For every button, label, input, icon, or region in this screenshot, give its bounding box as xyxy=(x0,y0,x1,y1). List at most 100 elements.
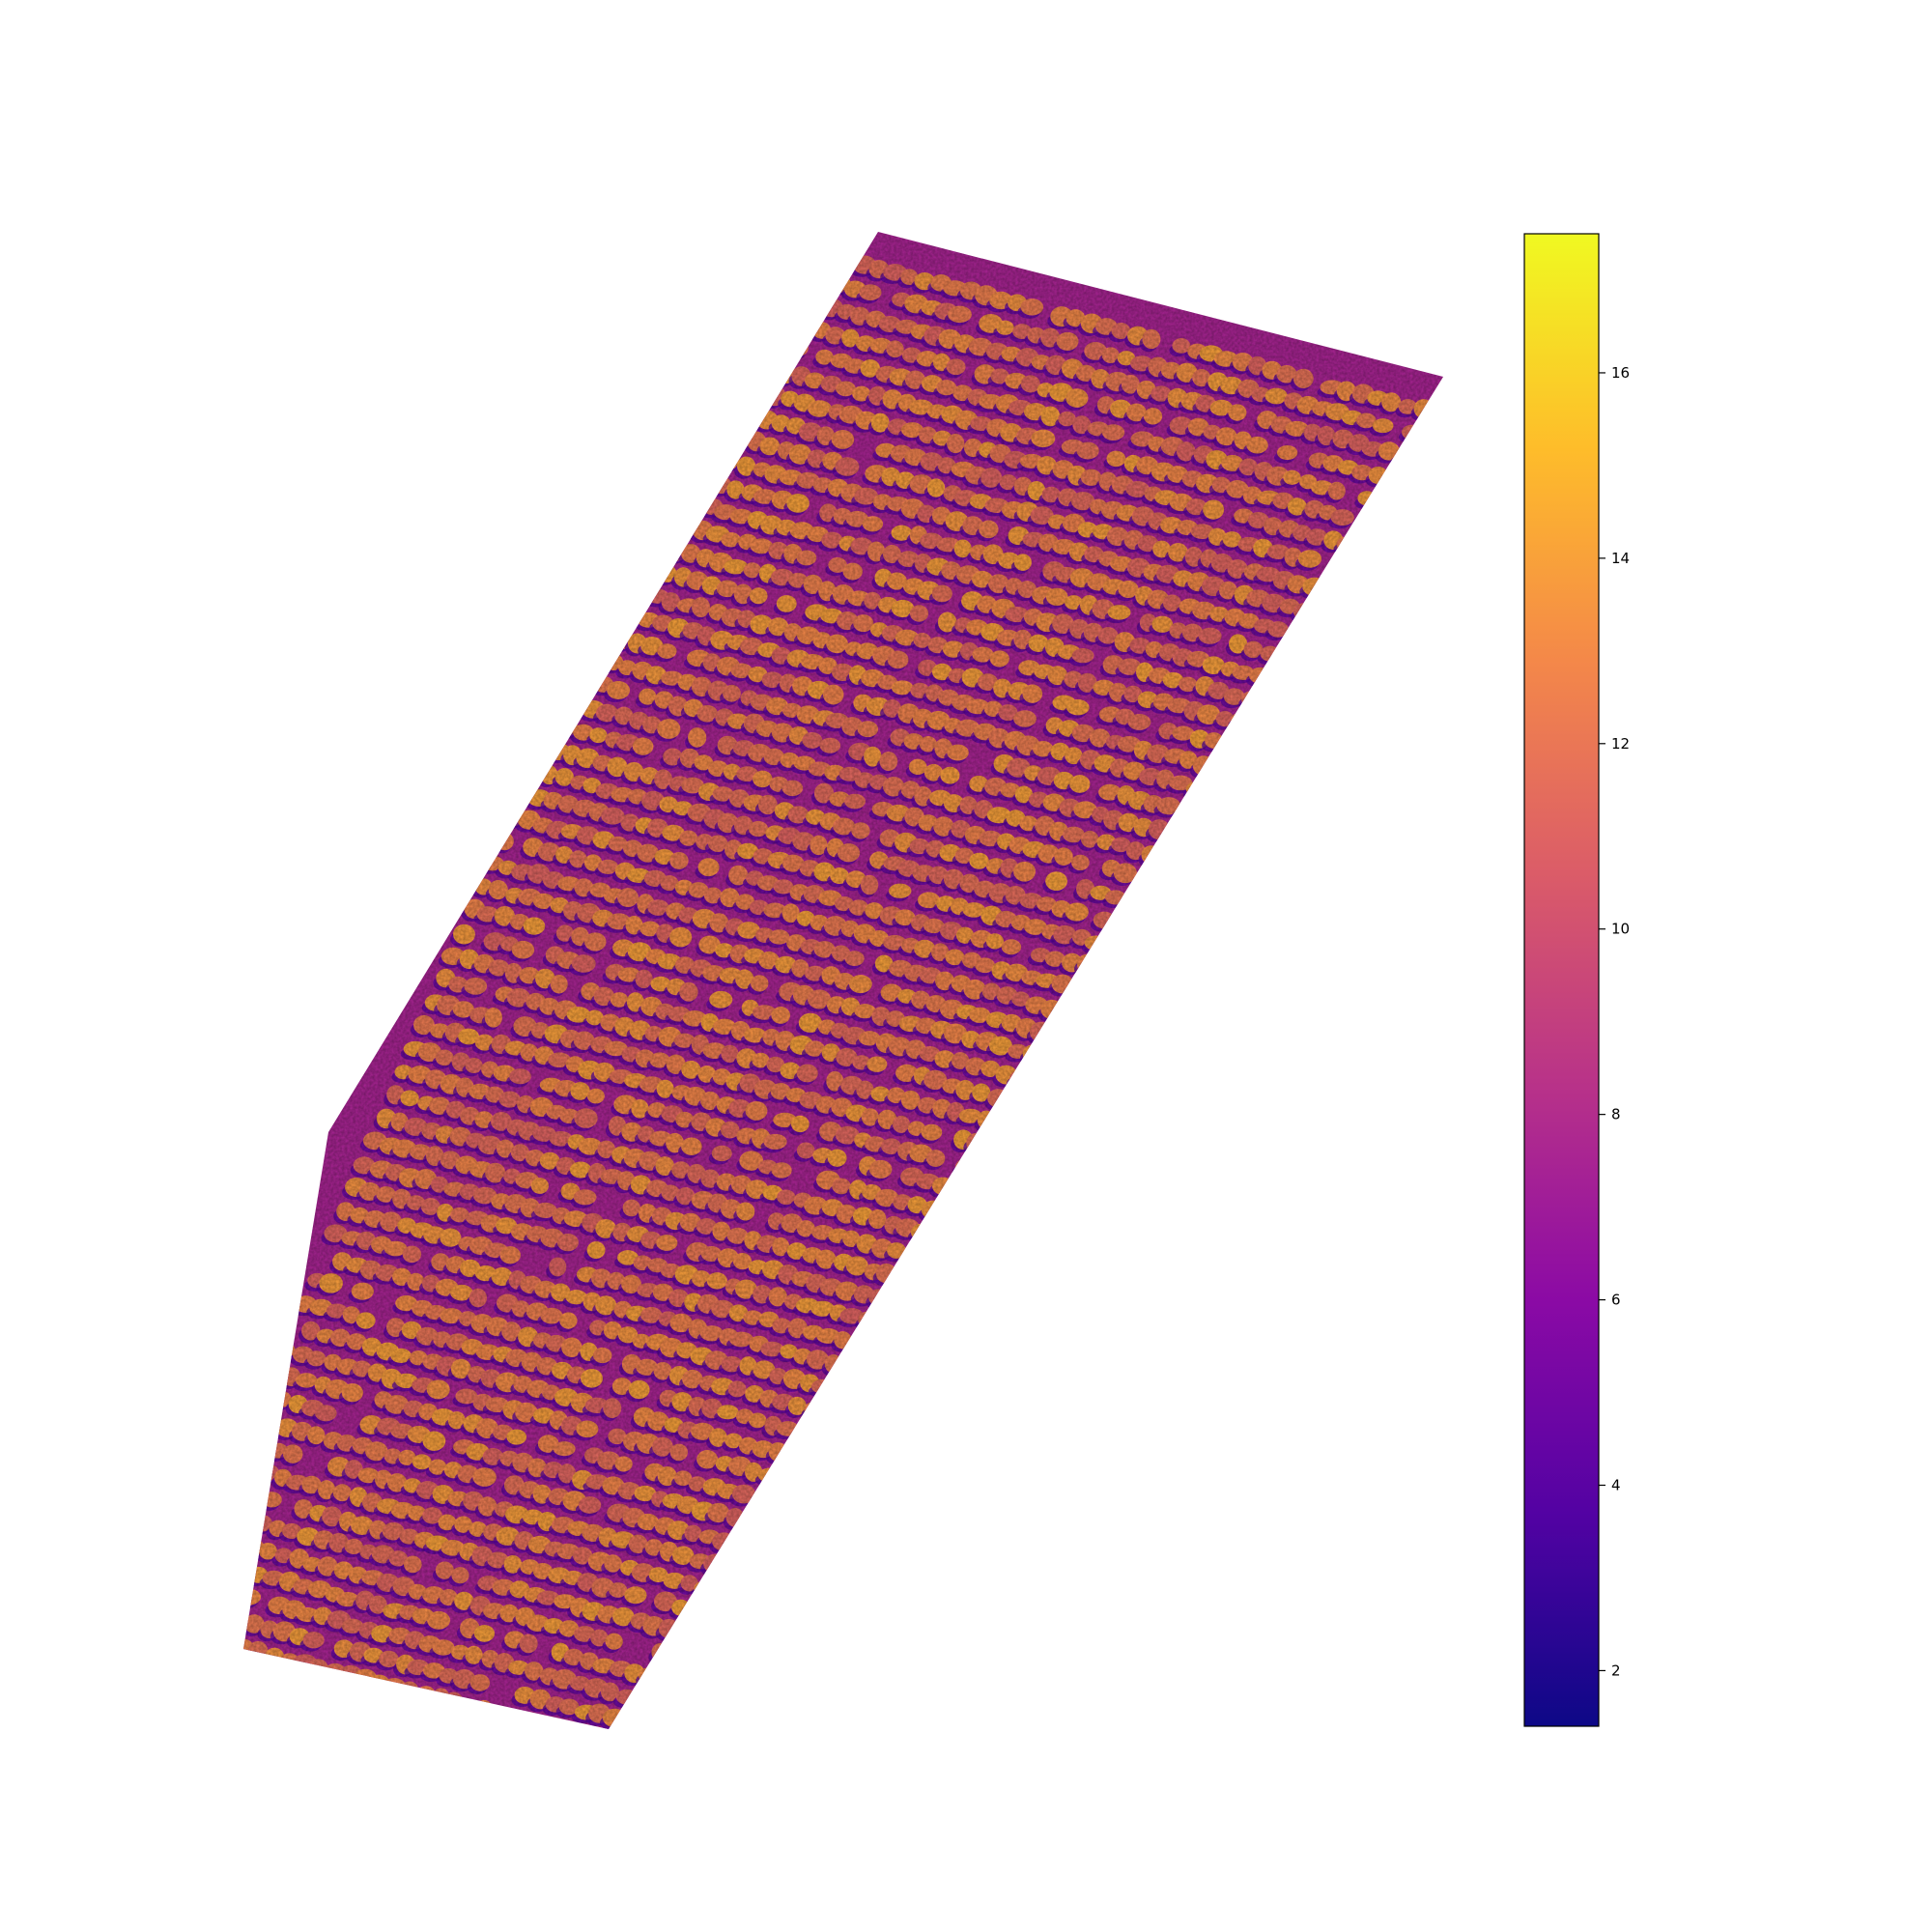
tree-canopy xyxy=(1201,860,1222,878)
tree-shadow xyxy=(1289,687,1314,700)
tree-canopy xyxy=(1126,917,1148,935)
tree-canopy xyxy=(1277,724,1295,741)
tree-shadow xyxy=(1055,1088,1074,1103)
tree-canopy xyxy=(1116,943,1139,960)
tree-shadow xyxy=(217,1517,242,1529)
tree-shadow xyxy=(781,270,805,285)
tree-canopy xyxy=(1292,680,1317,697)
tree-canopy xyxy=(1016,1174,1038,1192)
tree-shadow xyxy=(872,1631,895,1645)
tree-shadow xyxy=(881,1456,903,1469)
tree-canopy xyxy=(879,1421,897,1437)
tree-shadow xyxy=(1024,1156,1043,1174)
tree-canopy xyxy=(943,1232,965,1250)
tree-shadow xyxy=(560,676,581,690)
tree-shadow xyxy=(887,1559,907,1575)
tree-canopy xyxy=(744,1542,767,1557)
tree-shadow xyxy=(968,1399,991,1414)
tree-canopy xyxy=(1254,695,1274,713)
tree-shadow xyxy=(1179,991,1199,1006)
tree-shadow xyxy=(819,1592,842,1607)
tree-shadow xyxy=(1182,861,1204,877)
tree-canopy xyxy=(1036,1205,1059,1222)
tree-canopy xyxy=(907,1582,931,1602)
tree-shadow xyxy=(645,465,668,481)
tree-shadow xyxy=(1014,1335,1035,1349)
tree-shadow xyxy=(1009,1383,1033,1399)
tree-shadow xyxy=(925,1235,944,1249)
tree-canopy xyxy=(971,1392,994,1411)
tree-shadow xyxy=(796,1689,819,1705)
tree-canopy xyxy=(918,1403,941,1423)
tree-canopy xyxy=(866,1650,887,1667)
tree-shadow xyxy=(847,1651,867,1665)
tree-canopy xyxy=(854,1671,878,1688)
tree-canopy xyxy=(1179,908,1203,924)
tree-canopy xyxy=(832,1486,854,1506)
tree-canopy xyxy=(1217,788,1236,804)
tree-canopy xyxy=(903,1634,928,1649)
tree-canopy xyxy=(1130,1021,1151,1041)
tree-canopy xyxy=(842,1618,867,1634)
tree-canopy xyxy=(758,1545,778,1564)
tree-canopy xyxy=(897,1296,917,1316)
tree-canopy xyxy=(177,1575,201,1591)
tree-shadow xyxy=(833,1724,853,1729)
tree-shadow xyxy=(912,1383,931,1398)
tree-canopy xyxy=(799,268,821,285)
tree-shadow xyxy=(677,397,699,412)
tree-canopy xyxy=(243,1435,258,1454)
tree-shadow xyxy=(1061,1113,1080,1127)
tree-shadow xyxy=(885,1687,904,1700)
tree-shadow xyxy=(209,1536,228,1550)
tree-canopy xyxy=(666,464,687,483)
tree-shadow xyxy=(174,1581,198,1595)
tree-shadow xyxy=(998,1097,1019,1114)
tree-shadow xyxy=(1302,664,1323,676)
tree-shadow xyxy=(755,288,776,304)
tree-shadow xyxy=(945,1264,964,1280)
tree-shadow xyxy=(243,1466,262,1481)
tree-shadow xyxy=(791,1433,812,1445)
tree-shadow xyxy=(254,1394,276,1406)
tree-canopy xyxy=(1258,796,1282,816)
tree-shadow xyxy=(609,557,630,573)
tree-shadow xyxy=(835,1367,855,1379)
tree-canopy xyxy=(808,1661,832,1680)
tree-canopy xyxy=(746,1616,764,1637)
tree-shadow xyxy=(985,1326,1006,1342)
tree-canopy xyxy=(770,336,789,353)
tree-canopy xyxy=(910,1428,928,1447)
tree-shadow xyxy=(794,1612,819,1630)
tree-shadow xyxy=(615,587,635,603)
tree-shadow xyxy=(860,1423,879,1438)
tree-canopy xyxy=(875,1624,898,1642)
tree-canopy xyxy=(710,1582,732,1598)
tree-canopy xyxy=(1249,746,1268,764)
tree-canopy xyxy=(797,1605,822,1627)
tree-shadow xyxy=(855,1705,879,1719)
tree-canopy xyxy=(880,1653,899,1668)
tree-canopy xyxy=(1235,741,1256,756)
tree-shadow xyxy=(798,1534,816,1548)
tree-canopy xyxy=(1053,1287,1075,1303)
tree-canopy xyxy=(1099,1014,1122,1033)
tree-canopy xyxy=(1012,1222,1033,1243)
tree-shadow xyxy=(573,681,596,694)
tree-shadow xyxy=(841,1547,863,1559)
tree-canopy xyxy=(1241,768,1261,784)
tree-canopy xyxy=(930,1536,952,1555)
tree-canopy xyxy=(881,1367,905,1388)
tree-canopy xyxy=(1090,1037,1114,1057)
tree-canopy xyxy=(882,1291,901,1310)
tree-shadow xyxy=(1173,886,1191,900)
tree-shadow xyxy=(894,1583,913,1600)
tree-shadow xyxy=(838,259,857,273)
tree-shadow xyxy=(771,1553,793,1567)
tree-canopy xyxy=(868,1599,891,1617)
tree-shadow xyxy=(840,1702,864,1718)
tree-shadow xyxy=(840,1467,864,1485)
tree-shadow xyxy=(991,1430,1013,1446)
tree-shadow xyxy=(872,1400,891,1414)
tree-shadow xyxy=(1057,1034,1081,1051)
